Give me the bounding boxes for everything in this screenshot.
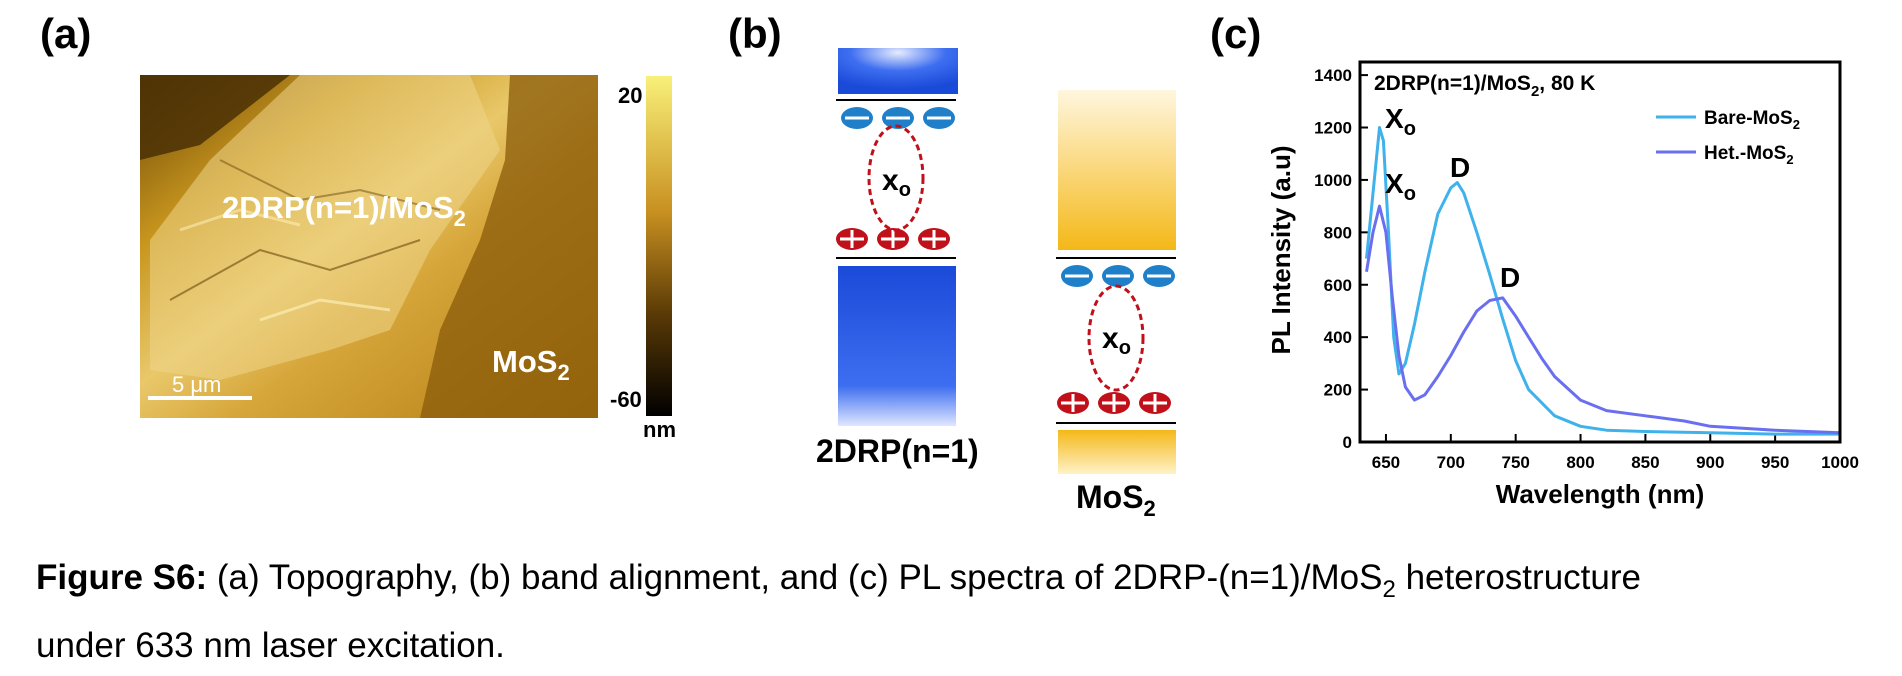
exciton-label-mos2: xo (1102, 322, 1131, 359)
caption-text-sub: 2 (1382, 576, 1396, 603)
x-tick-label: 950 (1761, 453, 1789, 472)
y-tick-label: 200 (1324, 381, 1352, 400)
figure-caption: Figure S6: (a) Topography, (b) band alig… (36, 550, 1886, 674)
electrons-mos2 (1061, 265, 1175, 287)
y-tick-label: 800 (1324, 223, 1352, 242)
peak-label-x0-het: Xo (1385, 168, 1416, 205)
legend-label-bare: Bare-MoS2 (1704, 108, 1800, 132)
caption-text-b: heterostructure (1395, 558, 1641, 597)
chart-annotation: 2DRP(n=1)/MoS2, 80 K (1374, 72, 1595, 100)
y-tick-label: 0 (1343, 433, 1352, 452)
x-tick-label: 900 (1696, 453, 1724, 472)
plot-frame (1358, 60, 1842, 444)
holes-2drp (836, 228, 950, 250)
caption-label: Figure S6: (36, 558, 208, 597)
y-tick-label: 400 (1324, 328, 1352, 347)
y-tick-label: 1000 (1314, 171, 1352, 190)
caption-line-1: Figure S6: (a) Topography, (b) band alig… (36, 550, 1886, 618)
legend-label-het: Het.-MoS2 (1704, 143, 1794, 167)
peak-label-d-bare: D (1450, 152, 1470, 183)
x-tick-label: 650 (1372, 453, 1400, 472)
exciton-loop-2drp (867, 124, 925, 232)
holes-mos2 (1057, 392, 1171, 414)
panel-label-b: (b) (728, 10, 782, 57)
colorbar (646, 76, 672, 416)
x-tick-label: 800 (1566, 453, 1594, 472)
x-tick-label: 700 (1437, 453, 1465, 472)
x-tick-label: 1000 (1821, 453, 1859, 472)
electrons-2drp (841, 107, 955, 129)
panel-label-c: (c) (1210, 10, 1262, 57)
y-tick-group: 0 200 400 600 800 1000 1200 1400 (1314, 66, 1368, 452)
exciton-loop-mos2 (1087, 284, 1145, 392)
series-line-0 (1365, 126, 1840, 436)
band-label-2drp: 2DRP(n=1) (816, 433, 979, 469)
pl-chart: 0 200 400 600 800 1000 1200 1400 650 700 750 800 85… (1314, 60, 1859, 472)
peak-label-x0-bare: Xo (1385, 103, 1416, 140)
peak-label-d-het: D (1500, 262, 1520, 293)
x-tick-label: 850 (1631, 453, 1659, 472)
x-axis-label: Wavelength (nm) (1496, 479, 1704, 509)
x-tick-group: 650 700 750 800 850 900 950 1000 (1372, 434, 1859, 472)
scale-bar-label: 5 μm (172, 372, 221, 397)
band-mos2 (1056, 90, 1176, 474)
panel-label-a: (a) (40, 10, 92, 57)
colorbar-max: 20 (618, 83, 642, 108)
series-line-1 (1365, 204, 1840, 435)
series-group (1365, 126, 1840, 436)
colorbar-unit: nm (643, 417, 676, 442)
x-tick-label: 750 (1501, 453, 1529, 472)
colorbar-min: -60 (610, 387, 642, 412)
afm-mos2-label: MoS2 (492, 344, 570, 385)
figure-canvas: 2DRP(n=1)/MoS2 MoS2 5 μm 20 -60 nm xo 2D… (140, 48, 1859, 521)
caption-text-a: (a) Topography, (b) band alignment, and … (207, 558, 1383, 597)
band-label-mos2: MoS2 (1076, 479, 1156, 521)
y-tick-label: 1400 (1314, 66, 1352, 85)
y-axis-label: PL Intensity (a.u) (1266, 146, 1296, 355)
afm-heterostructure-label: 2DRP(n=1)/MoS2 (222, 190, 466, 231)
caption-line-2: under 633 nm laser excitation. (36, 626, 505, 665)
band-2drp (836, 48, 958, 426)
y-tick-label: 600 (1324, 276, 1352, 295)
y-tick-label: 1200 (1314, 119, 1352, 138)
exciton-label-2drp: xo (882, 164, 911, 201)
afm-image (140, 75, 598, 418)
